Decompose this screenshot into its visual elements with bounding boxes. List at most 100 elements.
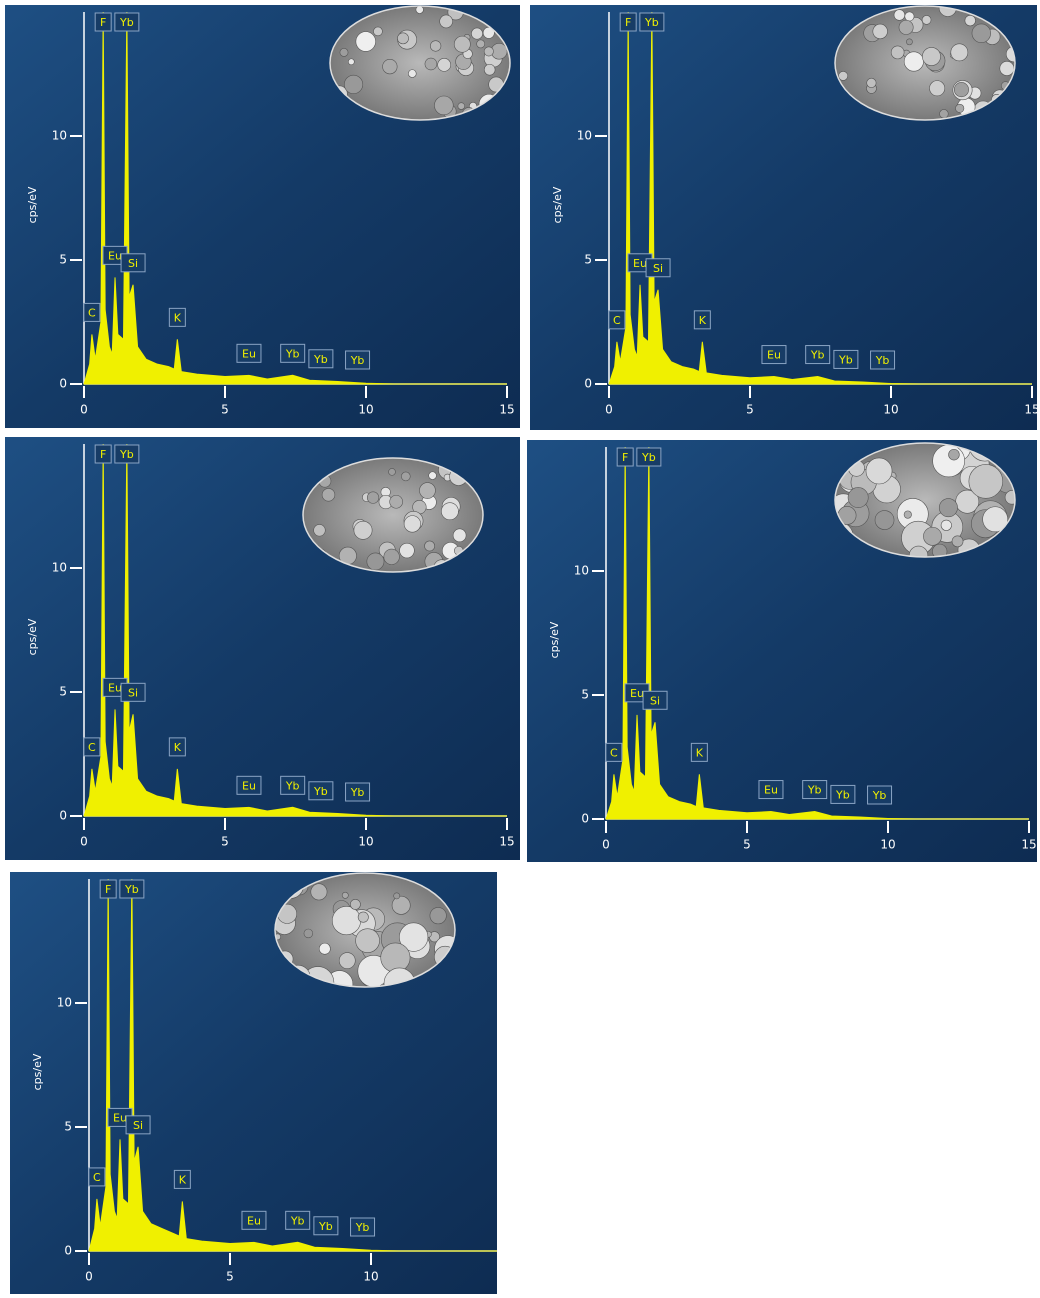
annotation: Eu [633,257,647,270]
annotation: Yb [350,354,365,367]
annotation: Si [650,694,660,707]
annotation: Si [128,686,138,699]
sem-grain [439,14,453,29]
sem-grain [339,48,349,57]
annotation-box [870,350,896,370]
sem-grain [399,922,429,952]
sem-grain [424,57,438,71]
sem-border [302,457,484,573]
y-tick-label: 0 [64,1244,72,1258]
sem-grain [429,907,447,925]
annotation: Eu [113,1111,127,1124]
sem-grain [971,23,991,43]
annotation-box [636,447,662,467]
y-axis-label: cps/eV [548,621,561,658]
x-tick-label: 5 [226,1270,234,1284]
annotation: Yb [285,347,300,360]
sem-grain [393,892,401,900]
annotation-box [345,350,371,370]
annotation-box [114,12,140,32]
annotation: Yb [835,788,850,801]
annotation-box [120,682,146,702]
annotation-box [168,737,186,757]
annotation: Yb [838,353,853,366]
annotation-box [616,447,634,467]
sem-grain [382,59,398,75]
spectrum [605,446,1029,820]
y-tick-label: 5 [59,685,67,699]
annotation-box [639,12,665,32]
sem-grain [951,535,964,548]
sem-grain [953,82,969,98]
annotation-box [83,302,101,322]
sem-border [274,872,456,988]
y-tick-label: 0 [584,377,592,391]
sem-grain [847,487,869,508]
annotation-box [120,253,146,273]
sem-grain [906,38,913,46]
sem-grain [904,11,915,22]
sem-grain [964,14,976,27]
annotation: Yb [641,451,656,464]
annotation: Yb [807,784,822,797]
sem-grain [950,43,969,62]
sem-grain [908,545,929,557]
annotation-box [280,775,306,795]
sem-grain [938,498,958,518]
sem-grain [903,51,924,72]
sem-grain [399,542,415,559]
x-tick-label: 5 [221,835,229,849]
chart-panel: 0 5 10 0 5 10 15 cps/eV C F Eu Yb Si K Eu Yb Yb Yb [10,872,519,1294]
annotation: Si [653,262,663,275]
sem-grain [872,23,888,40]
y-tick-label: 10 [52,129,67,143]
annotation: Eu [242,779,256,792]
annotation: Yb [285,779,300,792]
sem-grain [948,448,960,461]
sem-grain [968,464,1004,499]
annotation-box [94,444,112,464]
sem-grain [865,457,893,485]
x-tick-label: 15 [504,1270,519,1284]
x-tick-label: 0 [80,835,88,849]
y-tick-label: 10 [574,564,589,578]
sem-image [330,6,510,120]
annotation: Yb [318,1220,333,1233]
sem-grain [355,31,376,52]
x-tick-label: 10 [358,835,373,849]
sem-grain [476,39,486,49]
annotation-box [608,310,626,330]
sem-grain [1004,490,1015,505]
y-tick-label: 10 [57,996,72,1010]
sem-grain [471,27,483,40]
annotation-box [94,12,112,32]
x-tick-label: 0 [602,838,610,852]
sem-grain [343,74,364,94]
sem-grain [383,548,400,565]
sem-grain [331,906,361,936]
sem-grain [313,524,326,537]
annotation: Si [133,1119,143,1132]
sem-grain [921,15,932,25]
annotation: K [174,741,182,754]
annotation: Yb [875,354,890,367]
annotation-box [345,782,371,802]
annotation-box [168,307,186,327]
annotation-box [99,879,117,899]
annotation-box [236,343,262,363]
sem-grain [353,520,373,540]
y-axis-label: cps/eV [551,186,564,223]
annotation-box [605,742,623,762]
y-tick-label: 10 [52,561,67,575]
annotation: F [105,883,111,896]
annotation-box [236,775,262,795]
annotation: C [610,746,618,759]
annotation: Yb [119,16,134,29]
annotation: C [88,306,96,319]
sem-grain [898,19,914,35]
annotation: C [88,741,96,754]
sem-grain [838,71,849,81]
annotation-box [350,1217,376,1237]
x-tick-label: 15 [499,835,514,849]
y-tick-label: 5 [59,253,67,267]
